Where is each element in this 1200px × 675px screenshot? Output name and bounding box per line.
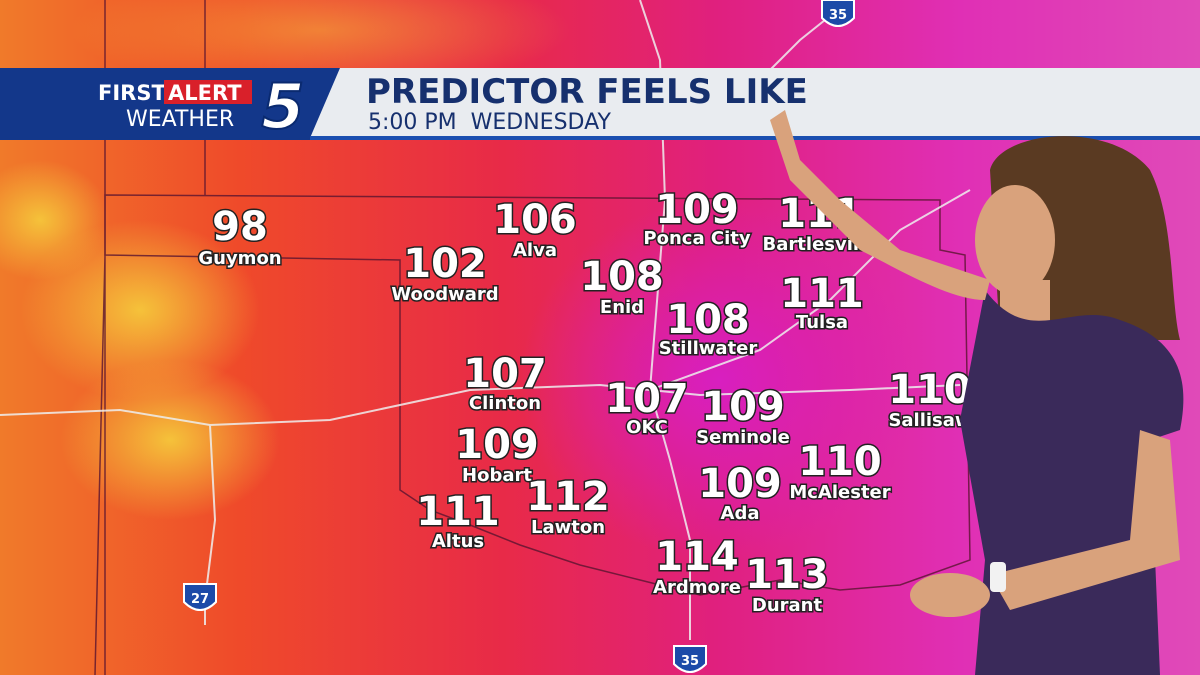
city-name: Altus (432, 531, 484, 552)
interstate-number: 35 (681, 654, 699, 669)
city-name: Stillwater (659, 338, 758, 359)
hand (910, 573, 990, 617)
interstate-number: 27 (191, 592, 209, 607)
city-name: Ada (721, 503, 760, 524)
feels-like-value: 109 (455, 422, 539, 468)
feels-like-value: 109 (701, 384, 785, 430)
interstate-shield (673, 645, 707, 673)
state-border (94, 0, 971, 675)
feels-like-value: 106 (493, 197, 577, 243)
interstate-number: 35 (829, 8, 847, 23)
city-name: Hobart (462, 465, 532, 486)
feels-like-value: 98 (212, 204, 268, 250)
title: PREDICTOR FEELS LIKE (366, 72, 808, 112)
feels-like-value: 110 (798, 439, 882, 485)
feels-like-value: 108 (580, 254, 664, 300)
city-name: Clinton (469, 393, 541, 414)
city-name: Enid (600, 297, 644, 318)
city-name: Ponca City (643, 228, 750, 249)
brand-weather: WEATHER (126, 107, 234, 132)
feels-like-value: 107 (605, 376, 689, 422)
feels-like-value: 112 (526, 474, 610, 520)
city-name: Woodward (391, 284, 498, 305)
city-name: Durant (752, 595, 823, 616)
city-name: OKC (626, 417, 668, 438)
city-name: Tulsa (796, 312, 848, 333)
city-name: Alva (513, 240, 557, 261)
watch (990, 562, 1006, 592)
feels-like-value: 102 (403, 241, 487, 287)
header-banner: FIRST ALERT WEATHER 5 PREDICTOR FEELS LI… (0, 68, 1200, 144)
city-name: Lawton (531, 517, 605, 538)
brand-first: FIRST (98, 81, 166, 105)
title-underline (310, 136, 1200, 140)
city-name: Guymon (198, 248, 281, 269)
heat-blob (60, 360, 280, 520)
highway-shields: 35 27 35 (183, 0, 855, 673)
title-bar (310, 68, 1200, 138)
city-name: Seminole (696, 427, 790, 448)
feels-like-value: 114 (655, 534, 739, 580)
heat-blob (520, 200, 920, 560)
feels-like-value: 107 (463, 351, 547, 397)
highways (0, 0, 971, 640)
subtitle: 5:00 PM WEDNESDAY (368, 110, 611, 135)
feels-like-value: 109 (698, 461, 782, 507)
city-name: Sallisaw (888, 410, 971, 431)
presenter (770, 110, 1184, 675)
heat-blob (0, 160, 110, 280)
feels-like-value: 113 (745, 552, 829, 598)
heat-blob (70, 0, 570, 90)
lower-arm (990, 430, 1180, 610)
interstate-shield (183, 583, 217, 611)
channel-logo: 5 (261, 70, 304, 143)
feels-like-value: 111 (780, 271, 864, 317)
feels-like-value: 110 (888, 367, 972, 413)
city-name: Ardmore (653, 577, 741, 598)
face (975, 185, 1055, 295)
brand-alert: ALERT (168, 81, 242, 105)
feels-like-value: 111 (416, 489, 500, 535)
city-name: McAlester (789, 482, 890, 503)
feels-like-value: 108 (666, 297, 750, 343)
feels-like-value: 109 (655, 187, 739, 233)
raised-arm (770, 110, 990, 300)
brand-alert-box (164, 80, 252, 104)
interstate-shield (821, 0, 855, 27)
